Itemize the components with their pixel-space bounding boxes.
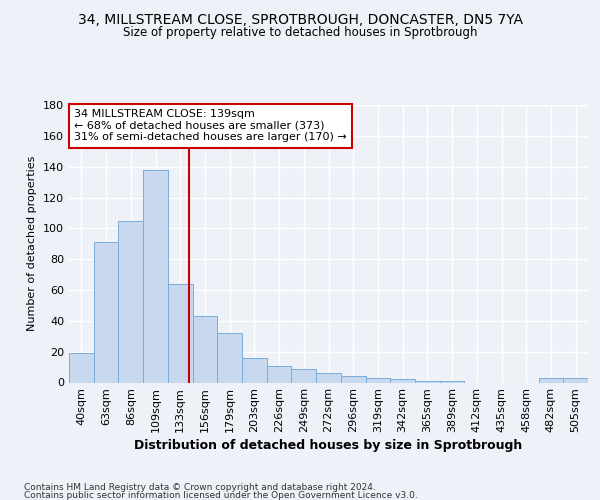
Text: Contains HM Land Registry data © Crown copyright and database right 2024.: Contains HM Land Registry data © Crown c… (24, 484, 376, 492)
Bar (118, 220, 143, 382)
Text: Contains public sector information licensed under the Open Government Licence v3: Contains public sector information licen… (24, 491, 418, 500)
Bar (193, 316, 217, 382)
Bar (168, 284, 193, 382)
Bar (365, 378, 390, 382)
Y-axis label: Number of detached properties: Number of detached properties (28, 156, 37, 332)
Bar (390, 380, 415, 382)
Bar (415, 381, 440, 382)
Bar (341, 376, 365, 382)
Bar (292, 368, 316, 382)
Bar (267, 366, 292, 382)
Bar (69, 353, 94, 382)
Bar (217, 333, 242, 382)
Bar (316, 373, 341, 382)
Bar (563, 378, 588, 382)
Bar (242, 358, 267, 382)
X-axis label: Distribution of detached houses by size in Sprotbrough: Distribution of detached houses by size … (134, 440, 523, 452)
Text: Size of property relative to detached houses in Sprotbrough: Size of property relative to detached ho… (123, 26, 477, 39)
Text: 34 MILLSTREAM CLOSE: 139sqm
← 68% of detached houses are smaller (373)
31% of se: 34 MILLSTREAM CLOSE: 139sqm ← 68% of det… (74, 109, 347, 142)
Text: 34, MILLSTREAM CLOSE, SPROTBROUGH, DONCASTER, DN5 7YA: 34, MILLSTREAM CLOSE, SPROTBROUGH, DONCA… (77, 12, 523, 26)
Bar (94, 242, 118, 382)
Bar (143, 170, 168, 382)
Bar (440, 381, 464, 382)
Bar (539, 378, 563, 382)
